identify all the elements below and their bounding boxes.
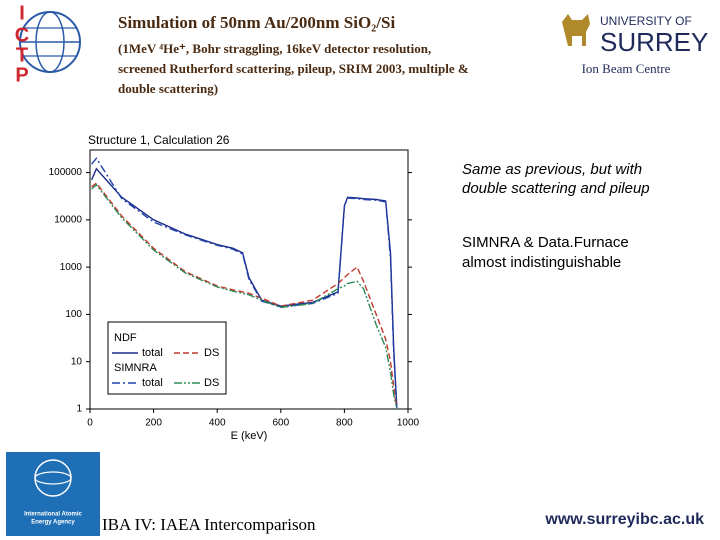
note: double scattering and pileup — [462, 180, 650, 197]
y-tick-label: 100000 — [49, 167, 83, 178]
x-tick-label: 400 — [209, 418, 226, 429]
series-line — [90, 167, 398, 410]
legend-label: total — [142, 377, 163, 389]
footer-left: IBA IV: IAEA Intercomparison — [102, 515, 316, 534]
logo-letter: T — [16, 44, 28, 66]
centre-label: Ion Beam Centre — [582, 61, 671, 76]
legend-label: DS — [204, 377, 219, 389]
x-tick-label: 1000 — [397, 418, 420, 429]
x-tick-label: 600 — [272, 418, 289, 429]
x-tick-label: 800 — [336, 418, 353, 429]
university-label: UNIVERSITY OF — [600, 14, 692, 28]
y-tick-label: 100 — [65, 309, 82, 320]
legend-group: NDF — [114, 332, 137, 344]
y-tick-label: 10 — [71, 356, 83, 367]
footer-url: www.surreyibc.ac.uk — [544, 511, 704, 528]
legend-box — [107, 321, 227, 395]
plot: 1 10 100 1000 10000 100000 0 200 400 600 800 1000 ND… — [49, 149, 420, 429]
iaea-text: Energy Agency — [31, 520, 75, 526]
series-line — [91, 183, 398, 410]
y-tick-label: 1 — [76, 404, 82, 415]
subtitle: screened Rutherford scattering, pileup, … — [118, 61, 469, 76]
iaea-logo — [6, 452, 100, 536]
legend-label: total — [142, 347, 163, 359]
stag — [562, 14, 590, 46]
note: Same as previous, but with — [462, 161, 642, 178]
x-axis-label: E (keV) — [231, 430, 268, 442]
y-tick-label: 1000 — [60, 262, 83, 273]
legend-label: DS — [204, 347, 219, 359]
series-line — [91, 182, 398, 410]
logo-letter: P — [15, 64, 28, 86]
logo-letter: I — [19, 2, 25, 24]
chart-title: Structure 1, Calculation 26 — [88, 133, 230, 147]
y-tick-label: 10000 — [54, 214, 82, 225]
legend: NDF total DS SIMNRA total DS — [107, 321, 227, 395]
subtitle: double scattering) — [118, 81, 218, 96]
subtitle: (1MeV ⁴He⁺, Bohr straggling, 16keV detec… — [118, 41, 431, 56]
x-tick-label: 0 — [87, 418, 93, 429]
surrey-logo: UNIVERSITY OF SURREY Ion Beam Centre — [562, 14, 708, 76]
legend-group: SIMNRA — [114, 362, 157, 374]
plot-frame — [89, 149, 409, 410]
x-tick-label: 200 — [145, 418, 162, 429]
note: SIMNRA & Data.Furnace — [462, 234, 629, 251]
ictp-logo: I C T P — [15, 2, 81, 86]
title: Simulation of 50nm Au/200nm SiO₂/Si — [118, 13, 395, 32]
iaea-text: International Atomic — [24, 512, 82, 518]
logo-letter: C — [15, 24, 29, 46]
university-name: SURREY — [600, 27, 708, 57]
note: almost indistinguishable — [462, 254, 621, 271]
series-line — [91, 157, 398, 410]
iaea-orbit — [34, 471, 72, 485]
